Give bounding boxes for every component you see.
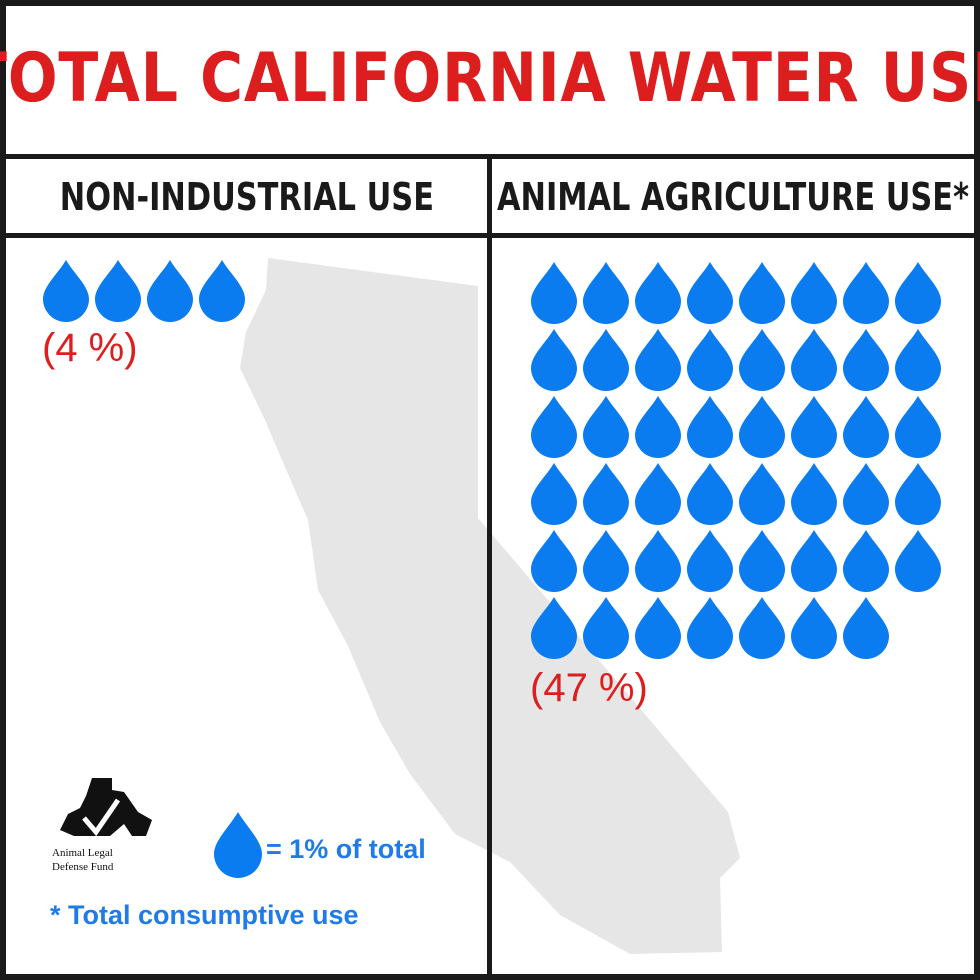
water-drop-icon-right-5 xyxy=(791,262,837,324)
value-label-0: (4 %) xyxy=(42,326,138,370)
logo-line-2: Defense Fund xyxy=(52,861,114,873)
water-drop-icon-right-19 xyxy=(687,396,733,458)
water-drop-icon-right-18 xyxy=(635,396,681,458)
water-drop-icon-right-7 xyxy=(895,262,941,324)
water-drop-icon-left-1 xyxy=(95,260,141,322)
water-drop-icon-right-38 xyxy=(843,530,889,592)
water-drop-icon-right-46 xyxy=(843,597,889,659)
water-drop-icon-right-3 xyxy=(687,262,733,324)
water-drop-icon-right-41 xyxy=(583,597,629,659)
water-drop-icon-right-31 xyxy=(895,463,941,525)
category-label-0: NON-INDUSTRIAL USE xyxy=(59,175,434,219)
water-drop-icon-right-1 xyxy=(583,262,629,324)
non-industrial-drops xyxy=(43,260,245,322)
water-drop-icon-right-11 xyxy=(687,329,733,391)
water-drop-icon-right-28 xyxy=(739,463,785,525)
water-drop-icon-right-4 xyxy=(739,262,785,324)
water-drop-icon-right-42 xyxy=(635,597,681,659)
water-drop-icon-right-22 xyxy=(843,396,889,458)
chart-title: TOTAL CALIFORNIA WATER USE xyxy=(0,38,980,118)
footnote: * Total consumptive use xyxy=(50,900,359,930)
water-drop-icon-right-40 xyxy=(531,597,577,659)
water-drop-icon-left-2 xyxy=(147,260,193,322)
water-drop-icon-right-33 xyxy=(583,530,629,592)
water-drop-icon-right-34 xyxy=(635,530,681,592)
water-drop-icon-right-23 xyxy=(895,396,941,458)
column-divider xyxy=(487,156,492,980)
water-drop-icon-right-8 xyxy=(531,329,577,391)
water-drop-icon-right-2 xyxy=(635,262,681,324)
water-drop-icon-right-30 xyxy=(843,463,889,525)
legend-label: = 1% of total xyxy=(266,834,426,864)
water-drop-icon-right-16 xyxy=(531,396,577,458)
water-drop-icon-right-36 xyxy=(739,530,785,592)
water-drop-icon-right-37 xyxy=(791,530,837,592)
water-drop-icon-right-6 xyxy=(843,262,889,324)
water-drop-icon-right-29 xyxy=(791,463,837,525)
water-drop-icon-right-10 xyxy=(635,329,681,391)
water-drop-icon-right-35 xyxy=(687,530,733,592)
water-drop-icon-right-43 xyxy=(687,597,733,659)
water-drop-icon-right-14 xyxy=(843,329,889,391)
water-drop-icon-right-21 xyxy=(791,396,837,458)
water-drop-icon-right-13 xyxy=(791,329,837,391)
logo: Animal Legal Defense Fund xyxy=(52,778,152,873)
water-drop-icon-right-25 xyxy=(583,463,629,525)
water-drop-icon-left-0 xyxy=(43,260,89,322)
water-drop-icon-right-44 xyxy=(739,597,785,659)
water-drop-icon-right-32 xyxy=(531,530,577,592)
logo-line-1: Animal Legal xyxy=(52,847,113,859)
value-label-1: (47 %) xyxy=(530,666,648,710)
water-drop-icon-right-0 xyxy=(531,262,577,324)
water-drop-icon-right-27 xyxy=(687,463,733,525)
water-drop-icon-right-39 xyxy=(895,530,941,592)
water-drop-icon-right-26 xyxy=(635,463,681,525)
water-drop-icon-left-3 xyxy=(199,260,245,322)
water-drop-icon-right-9 xyxy=(583,329,629,391)
water-drop-icon-right-20 xyxy=(739,396,785,458)
logo-emblem-icon xyxy=(60,778,152,836)
water-drop-icon-right-24 xyxy=(531,463,577,525)
water-drop-icon-right-12 xyxy=(739,329,785,391)
category-label-1: ANIMAL AGRICULTURE USE* xyxy=(497,175,969,219)
legend-drop-icon xyxy=(214,812,262,878)
water-drop-icon-right-15 xyxy=(895,329,941,391)
water-drop-icon-legend xyxy=(214,812,262,878)
water-drop-icon-right-17 xyxy=(583,396,629,458)
animal-agriculture-drops xyxy=(531,262,941,659)
water-drop-icon-right-45 xyxy=(791,597,837,659)
